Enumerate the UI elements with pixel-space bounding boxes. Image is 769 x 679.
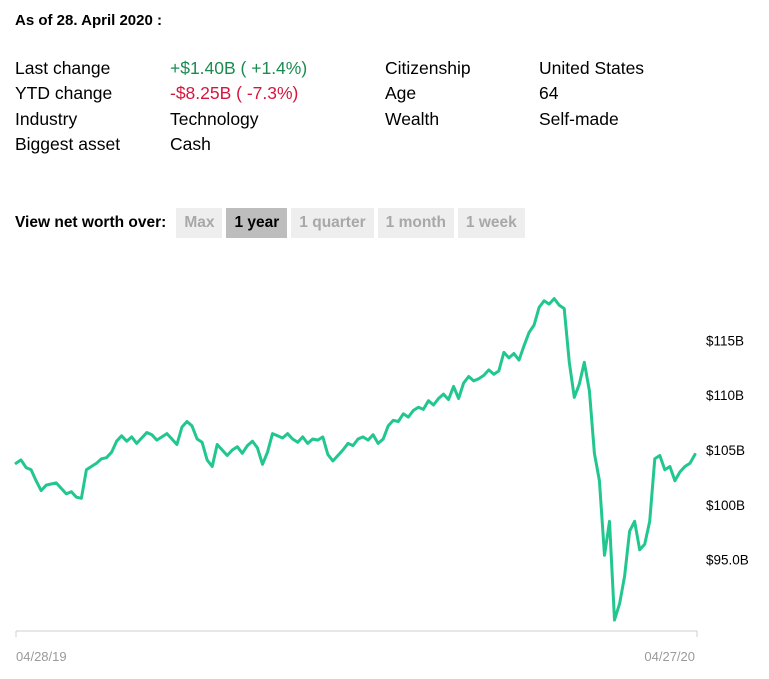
stat-label-industry: Industry — [15, 108, 78, 129]
range-button-1-quarter[interactable]: 1 quarter — [291, 208, 374, 238]
stats-left-labels: Last change YTD change Industry Biggest … — [15, 56, 120, 157]
stats-right-values: United States 64 Self-made — [539, 56, 644, 132]
stat-value-last-change: +$1.40B ( +1.4%) — [170, 58, 308, 78]
range-button-1-week[interactable]: 1 week — [457, 208, 525, 238]
stats-right-labels: Citizenship Age Wealth — [385, 56, 471, 132]
stat-label-wealth: Wealth — [385, 108, 440, 129]
stat-label-ytd-change: YTD change — [15, 83, 113, 104]
stat-label-last-change: Last change — [15, 58, 111, 78]
stat-value-citizenship: United States — [539, 58, 645, 78]
net-worth-series-line — [14, 297, 697, 622]
range-selector: View net worth over: Max 1 year 1 quarte… — [15, 208, 529, 238]
stat-value-wealth: Self-made — [539, 108, 619, 129]
net-worth-chart: $95.0B $100B $105B $110B $115B 04/28/19 04/2… — [14, 297, 749, 664]
as-of-date: As of 28. April 2020 : — [15, 12, 162, 29]
y-tick-label: $95.0B — [706, 553, 749, 568]
y-tick-label: $110B — [706, 388, 744, 403]
stat-value-biggest-asset: Cash — [170, 133, 211, 154]
range-button-max[interactable]: Max — [176, 208, 223, 238]
stat-label-biggest-asset: Biggest asset — [15, 133, 121, 154]
stat-value-age: 64 — [539, 83, 559, 104]
y-tick-label: $105B — [706, 443, 745, 458]
range-button-1-year[interactable]: 1 year — [226, 208, 288, 238]
x-tick-label-end: 04/27/20 — [644, 649, 695, 664]
y-tick-label: $115B — [706, 333, 744, 348]
stat-value-industry: Technology — [170, 108, 259, 129]
y-axis: $95.0B $100B $105B $110B $115B — [706, 333, 749, 567]
y-tick-label: $100B — [706, 498, 745, 513]
range-button-1-month[interactable]: 1 month — [377, 208, 454, 238]
range-selector-label: View net worth over: — [15, 214, 167, 231]
stat-label-age: Age — [385, 83, 417, 104]
stat-label-citizenship: Citizenship — [385, 58, 471, 78]
x-tick-label-start: 04/28/19 — [16, 649, 67, 664]
stats-left-values: +$1.40B ( +1.4%) -$8.25B ( -7.3%) Techno… — [170, 56, 307, 157]
chart-plot-area — [14, 297, 697, 622]
stat-value-ytd-change: -$8.25B ( -7.3%) — [170, 83, 299, 104]
